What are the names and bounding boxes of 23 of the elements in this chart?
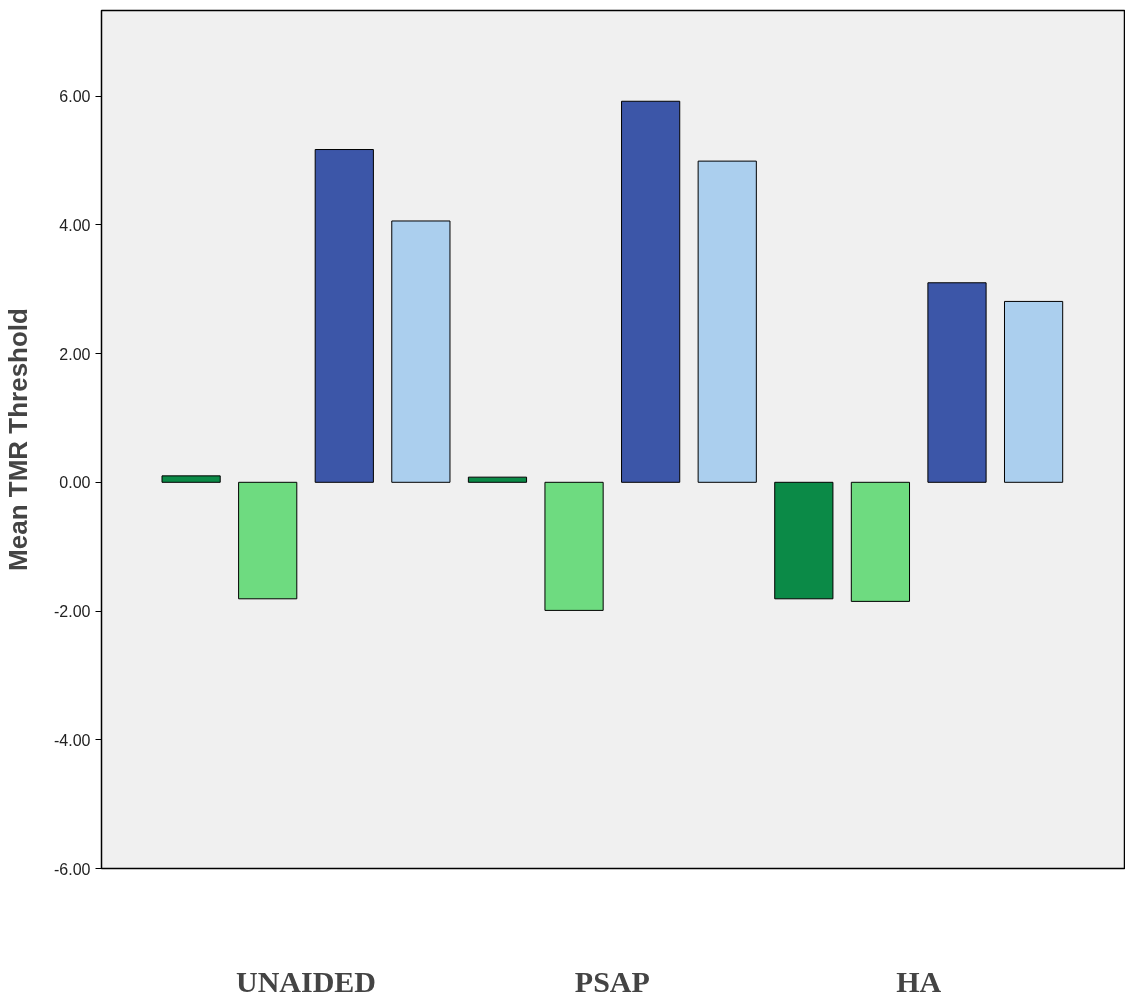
bar — [621, 100, 681, 483]
y-tick-label: -6.00 — [54, 860, 91, 878]
x-tick-label: UNAIDED — [235, 964, 376, 998]
bar — [238, 481, 298, 600]
bar — [1003, 300, 1064, 483]
bar — [467, 476, 528, 483]
bar — [544, 481, 604, 611]
bar — [774, 481, 834, 600]
y-tick-label: 0.00 — [59, 474, 91, 492]
x-tick-label: HA — [896, 964, 942, 998]
bar — [850, 481, 911, 602]
bar — [161, 475, 221, 483]
y-tick-label: -2.00 — [54, 603, 91, 621]
y-tick-label: -4.00 — [54, 731, 91, 749]
bar — [314, 149, 374, 483]
y-axis-title: Mean TMR Threshold — [3, 308, 34, 571]
y-tick-label: 4.00 — [59, 216, 91, 234]
x-tick-label: PSAP — [574, 964, 650, 998]
bar — [927, 282, 987, 483]
bar — [391, 220, 451, 483]
bar — [697, 160, 757, 483]
y-tick-label: 6.00 — [59, 88, 91, 106]
y-tick-label: 2.00 — [59, 345, 91, 363]
